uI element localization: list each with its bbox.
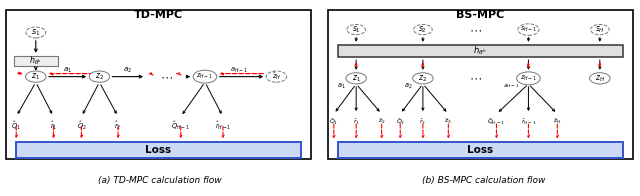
Text: $a_{H-1}$: $a_{H-1}$ [230, 65, 248, 75]
FancyBboxPatch shape [14, 56, 58, 66]
Circle shape [193, 70, 217, 83]
Text: $z_2$: $z_2$ [419, 73, 428, 83]
Text: $\hat{z}_H$: $\hat{z}_H$ [553, 117, 561, 126]
Text: $s_2$: $s_2$ [419, 24, 428, 35]
FancyBboxPatch shape [328, 10, 633, 159]
Text: $\hat{r}_{H-1}$: $\hat{r}_{H-1}$ [520, 117, 536, 127]
Text: $s_1$: $s_1$ [31, 27, 40, 38]
Text: $\hat{Q}_1$: $\hat{Q}_1$ [12, 119, 21, 132]
FancyBboxPatch shape [337, 142, 623, 158]
Text: $\hat{r}_1$: $\hat{r}_1$ [353, 117, 360, 127]
Circle shape [413, 24, 432, 35]
Circle shape [589, 73, 610, 84]
Text: $s_{H-1}$: $s_{H-1}$ [520, 25, 537, 34]
FancyBboxPatch shape [337, 45, 623, 57]
Text: $a_1$: $a_1$ [63, 65, 72, 75]
Text: $z_2$: $z_2$ [95, 71, 104, 82]
Text: $\hat{Q}_2$: $\hat{Q}_2$ [77, 119, 86, 132]
Text: $\hat{r}_1$: $\hat{r}_1$ [50, 119, 57, 132]
Text: $\cdots$: $\cdots$ [469, 23, 482, 36]
FancyBboxPatch shape [6, 10, 311, 159]
Text: (a) TD-MPC calculation flow: (a) TD-MPC calculation flow [98, 176, 222, 185]
Text: $z_1$: $z_1$ [352, 73, 360, 83]
Text: (b) BS-MPC calculation flow: (b) BS-MPC calculation flow [422, 176, 545, 185]
Text: $\hat{r}_2$: $\hat{r}_2$ [419, 117, 426, 127]
Text: $\hat{r}_{H-1}$: $\hat{r}_{H-1}$ [214, 119, 231, 132]
Circle shape [346, 73, 367, 84]
Circle shape [26, 27, 45, 38]
Text: $\cdots$: $\cdots$ [159, 70, 173, 83]
Text: $\hat{z}_H$: $\hat{z}_H$ [272, 71, 281, 83]
Text: BS-MPC: BS-MPC [456, 10, 504, 21]
Text: $\hat{Q}_1$: $\hat{Q}_1$ [329, 117, 339, 127]
Text: $\hat{z}_2$: $\hat{z}_2$ [378, 117, 385, 126]
Text: $\cdots$: $\cdots$ [469, 72, 482, 85]
FancyBboxPatch shape [15, 142, 301, 158]
Text: $\hat{z}_3$: $\hat{z}_3$ [445, 117, 452, 126]
Text: Loss: Loss [467, 145, 493, 155]
Circle shape [516, 72, 540, 85]
Text: $z_1$: $z_1$ [31, 71, 40, 82]
Circle shape [266, 71, 287, 82]
Circle shape [26, 71, 46, 82]
Text: $a_1$: $a_1$ [337, 81, 346, 91]
Text: $\hat{Q}_{H-1}$: $\hat{Q}_{H-1}$ [488, 117, 506, 127]
Circle shape [518, 24, 539, 35]
Text: $h_{\theta^h}$: $h_{\theta^h}$ [29, 55, 42, 67]
Text: $\hat{Q}_2$: $\hat{Q}_2$ [396, 117, 405, 127]
Text: $s_1$: $s_1$ [352, 24, 360, 35]
Text: $h_{\theta^h}$: $h_{\theta^h}$ [474, 45, 487, 57]
Text: $\hat{r}_2$: $\hat{r}_2$ [115, 119, 122, 132]
Text: $z_H$: $z_H$ [595, 73, 605, 83]
Text: TD-MPC: TD-MPC [134, 10, 183, 21]
Text: $a_{H-1}$: $a_{H-1}$ [503, 82, 520, 90]
Circle shape [89, 71, 109, 82]
Text: $\hat{Q}_{H-1}$: $\hat{Q}_{H-1}$ [172, 119, 190, 132]
Text: $a_2$: $a_2$ [404, 81, 413, 91]
Text: $z_{H-1}$: $z_{H-1}$ [196, 72, 214, 81]
Text: $s_H$: $s_H$ [595, 24, 605, 35]
Circle shape [591, 24, 609, 35]
Text: Loss: Loss [145, 145, 172, 155]
Circle shape [347, 24, 365, 35]
Text: $z_{H-1}$: $z_{H-1}$ [520, 74, 537, 83]
Circle shape [413, 73, 433, 84]
Text: $a_2$: $a_2$ [123, 65, 132, 75]
